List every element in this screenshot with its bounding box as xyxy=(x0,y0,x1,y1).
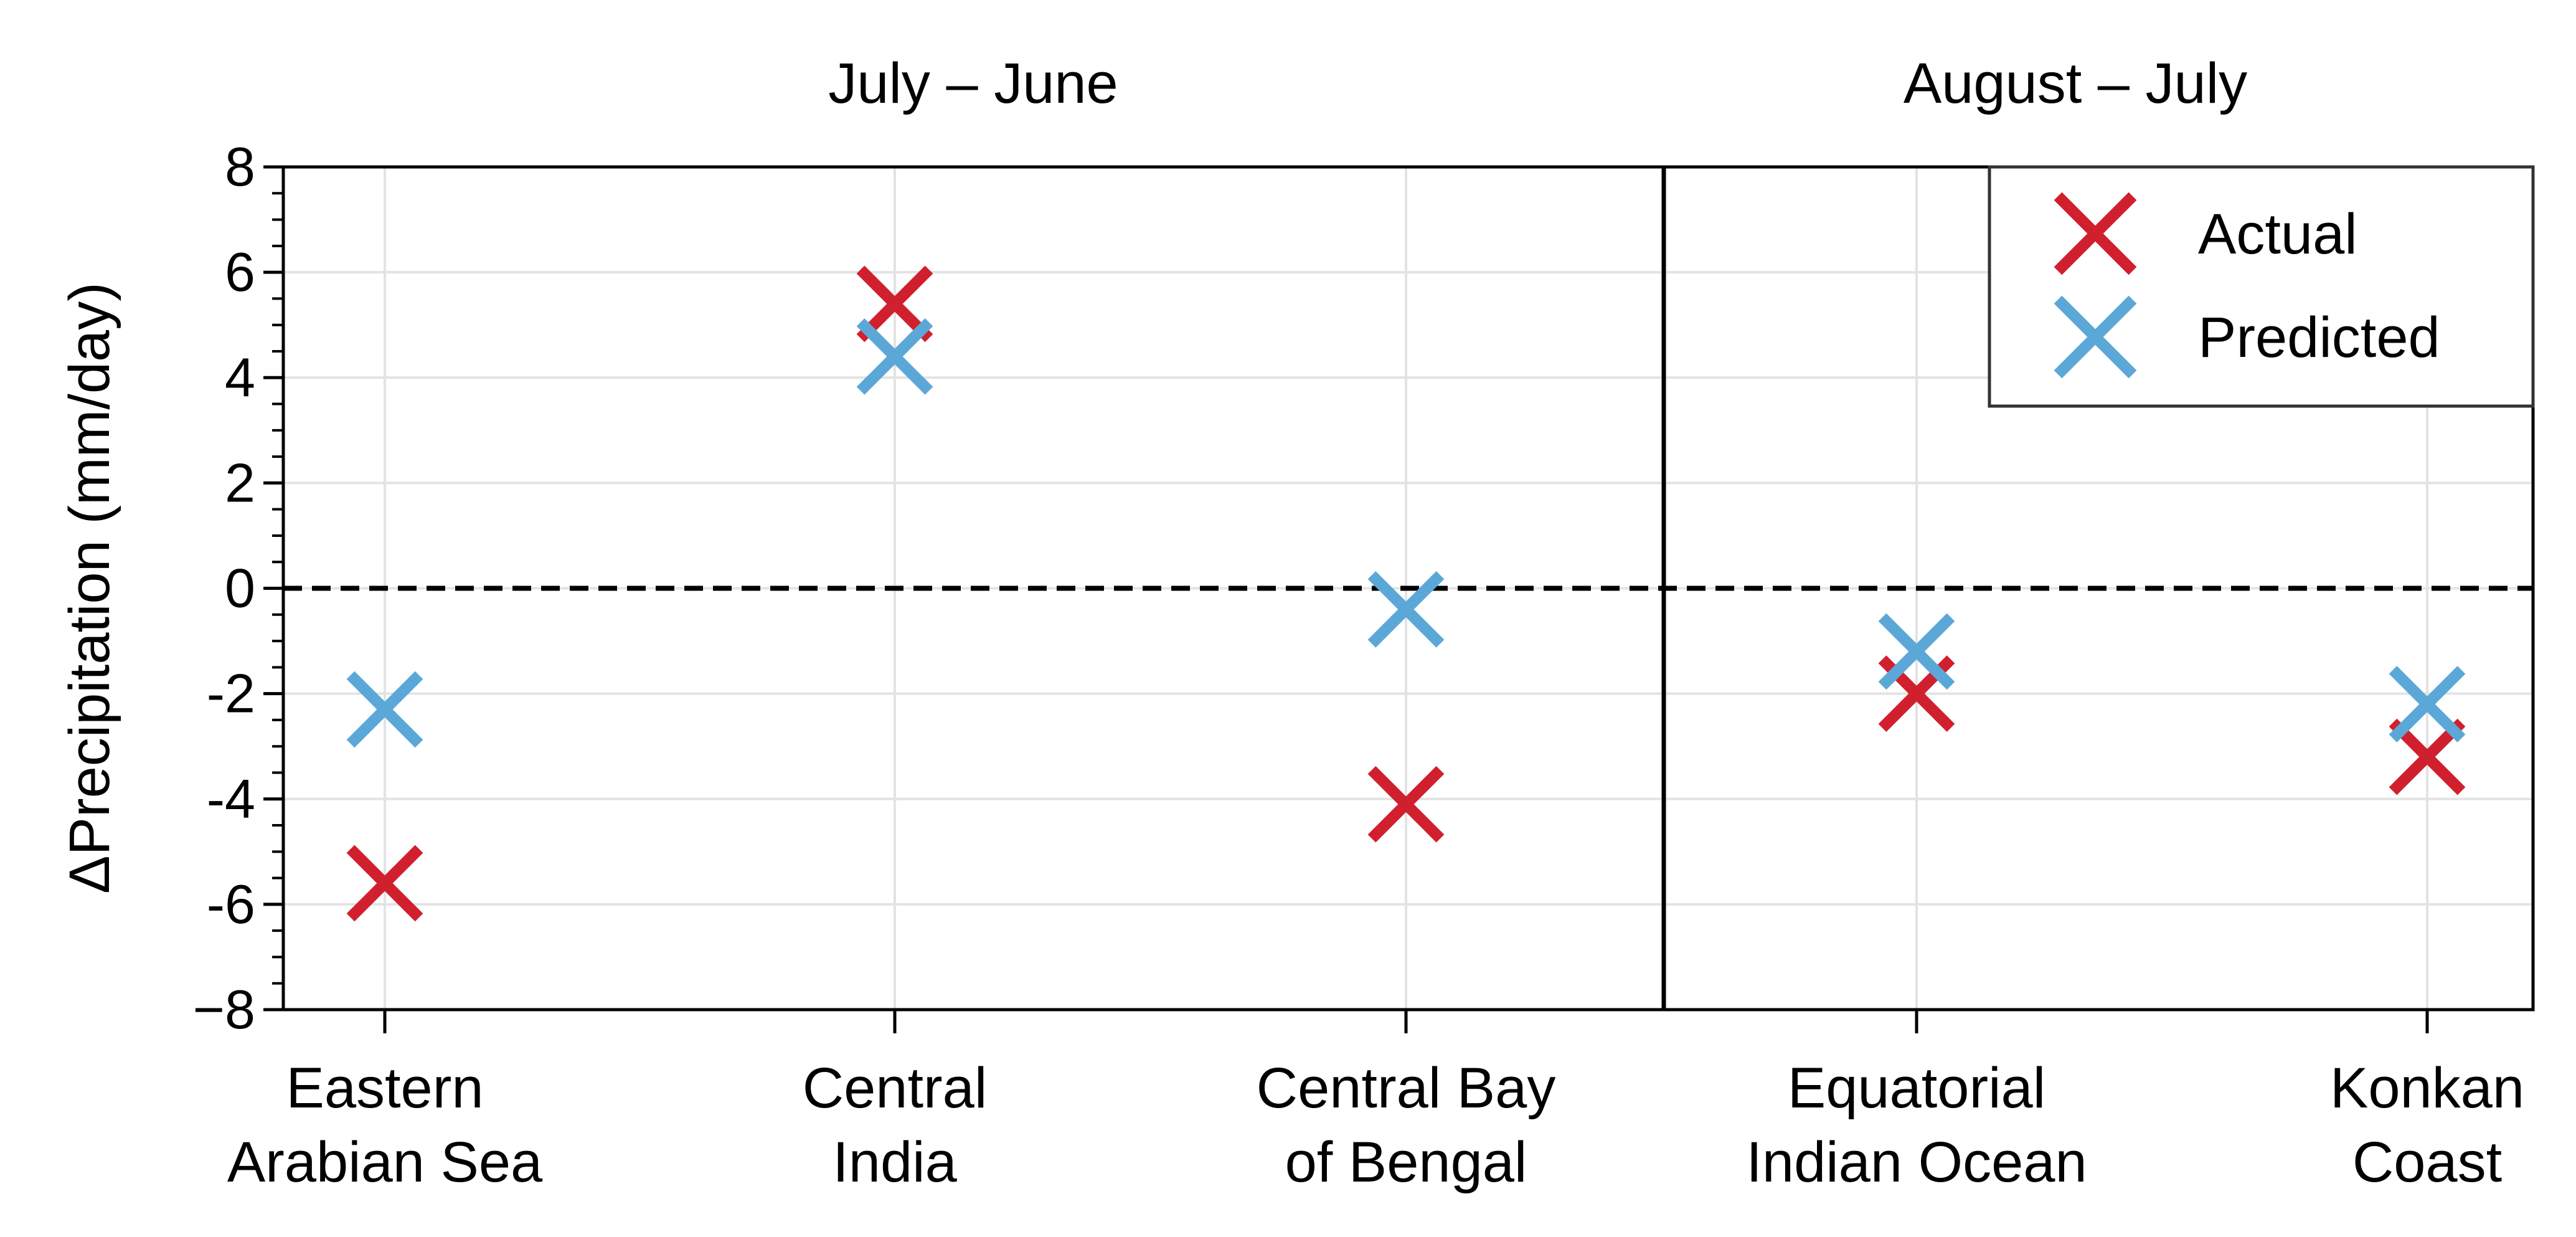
y-tick-label-1: 6 xyxy=(225,241,255,303)
marker-predicted-1 xyxy=(856,318,933,395)
y-tick-label-7: -6 xyxy=(207,873,255,935)
legend-label-predicted: Predicted xyxy=(2198,306,2440,369)
y-tick-label-6: -4 xyxy=(207,768,255,830)
x-category-label-2-line-0: Central Bay xyxy=(1257,1056,1556,1120)
legend: Actual Predicted xyxy=(1988,165,2535,408)
x-category-label-3-line-0: Equatorial xyxy=(1788,1056,2045,1120)
y-tick-label-0: 8 xyxy=(225,136,255,197)
y-tick-label-8: −8 xyxy=(193,979,255,1040)
y-tick-label-3: 2 xyxy=(225,452,255,513)
marker-actual-2 xyxy=(1367,765,1445,843)
y-tick-label-5: -2 xyxy=(207,663,255,724)
legend-marker-predicted xyxy=(2054,295,2137,379)
x-category-label-2-line-1: of Bengal xyxy=(1285,1130,1527,1194)
marker-actual-0 xyxy=(346,845,423,922)
y-tick-label-4: 0 xyxy=(225,557,255,619)
y-tick-label-2: 4 xyxy=(225,346,255,408)
marker-predicted-2 xyxy=(1367,571,1445,648)
marker-predicted-4 xyxy=(2389,666,2466,742)
x-category-label-0-line-0: Eastern xyxy=(286,1056,483,1120)
x-category-label-0-line-1: Arabian Sea xyxy=(227,1130,543,1194)
legend-box xyxy=(1988,165,2535,408)
panel-title-1: August – July xyxy=(1904,52,2247,115)
legend-label-actual: Actual xyxy=(2198,202,2357,266)
tick-layer xyxy=(263,165,2429,1033)
y-axis-label: ΔPrecipitation (mm/day) xyxy=(58,282,121,894)
x-category-label-1-line-1: India xyxy=(833,1130,957,1194)
x-category-label-1-line-0: Central xyxy=(803,1056,988,1120)
label-layer: 8 6 4 2 0 -2 -4 -6 −8 Eastern Arabian Sea Central In… xyxy=(58,52,2524,1194)
x-category-label-4-line-0: Konkan xyxy=(2330,1056,2524,1120)
marker-predicted-0 xyxy=(346,671,423,748)
x-category-label-3-line-1: Indian Ocean xyxy=(1746,1130,2087,1194)
marker-predicted-3 xyxy=(1878,613,1955,690)
x-category-label-4-line-1: Coast xyxy=(2352,1130,2502,1194)
panel-title-0: July – June xyxy=(828,52,1118,115)
legend-marker-actual xyxy=(2054,192,2137,275)
marker-layer xyxy=(346,265,2466,922)
